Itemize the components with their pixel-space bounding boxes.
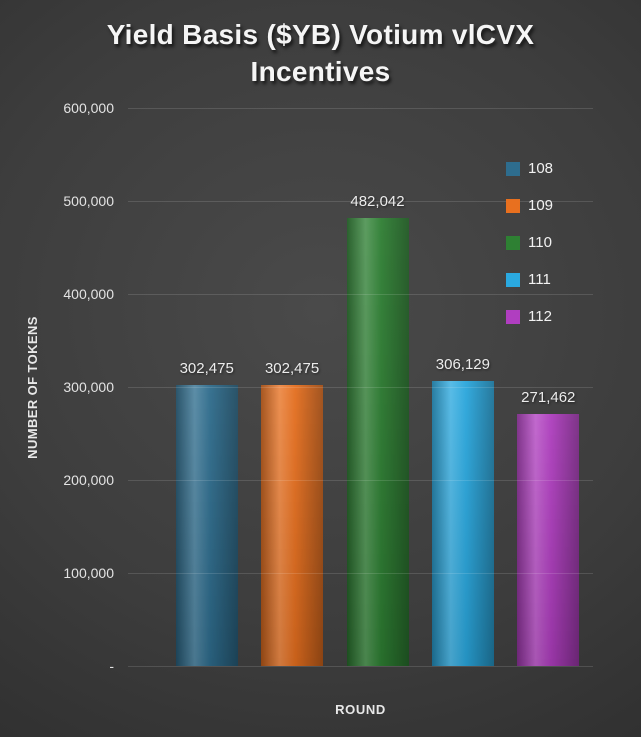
bar-108 xyxy=(175,384,238,666)
gridline xyxy=(128,573,593,574)
legend-label: 108 xyxy=(528,160,554,177)
gridline xyxy=(128,201,593,202)
x-axis-title: ROUND xyxy=(335,702,386,717)
legend-label: 110 xyxy=(528,234,552,251)
legend-item-110: 110 xyxy=(506,224,553,261)
legend: 108 109 110 111 112 xyxy=(506,150,553,335)
bar-112 xyxy=(517,413,580,666)
bar-value-label: 302,475 xyxy=(179,359,234,377)
legend-item-111: 111 xyxy=(506,261,553,298)
y-axis-ticks: 600,000 500,000 400,000 300,000 200,000 100,0… xyxy=(0,100,118,674)
bar-111 xyxy=(431,381,494,666)
chart-title-line2: Incentives xyxy=(250,56,391,87)
legend-swatch-icon xyxy=(506,309,520,324)
y-tick-label: 600,000 xyxy=(63,100,114,116)
bar-110 xyxy=(346,217,409,666)
gridline xyxy=(128,294,593,295)
y-tick-label: 200,000 xyxy=(63,472,114,488)
legend-swatch-icon xyxy=(506,235,520,250)
gridline xyxy=(128,387,593,388)
legend-label: 112 xyxy=(528,308,552,325)
legend-label: 111 xyxy=(528,271,551,288)
y-tick-label: 100,000 xyxy=(63,565,114,581)
bar-value-label: 482,042 xyxy=(350,192,405,210)
gridline xyxy=(128,480,593,481)
chart-title-line1: Yield Basis ($YB) Votium vlCVX xyxy=(106,19,535,50)
y-tick-label: 400,000 xyxy=(63,286,114,302)
bar-value-label: 306,129 xyxy=(435,356,490,374)
y-tick-label: - xyxy=(109,658,114,674)
legend-item-112: 112 xyxy=(506,298,553,335)
legend-swatch-icon xyxy=(506,272,520,287)
legend-swatch-icon xyxy=(506,161,520,176)
y-tick-label: 500,000 xyxy=(63,193,114,209)
bar-value-label: 302,475 xyxy=(264,359,320,377)
legend-item-109: 109 xyxy=(506,187,553,224)
bars: 302,475 302,475 482,042 306,129 271,462 xyxy=(164,108,591,666)
gridline xyxy=(128,666,593,667)
legend-item-108: 108 xyxy=(506,150,553,187)
chart-title: Yield Basis ($YB) Votium vlCVX Incentive… xyxy=(0,16,641,90)
bar-value-label: 271,462 xyxy=(521,388,576,406)
y-tick-label: 300,000 xyxy=(63,379,114,395)
plot-area: 302,475 302,475 482,042 306,129 271,462 xyxy=(128,108,593,667)
legend-swatch-icon xyxy=(506,198,520,213)
legend-label: 109 xyxy=(528,197,554,214)
gridline xyxy=(128,108,593,109)
bar-109 xyxy=(261,384,324,666)
